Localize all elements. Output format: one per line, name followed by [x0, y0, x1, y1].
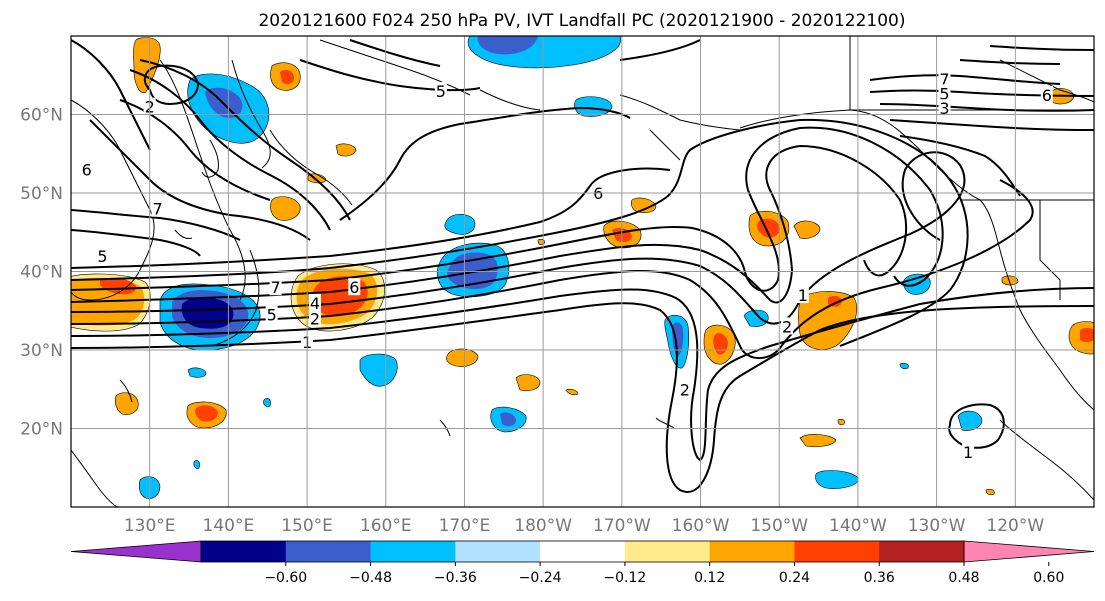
- contour-label: 6: [82, 160, 92, 179]
- contour-label-bg: [265, 305, 278, 323]
- colorbar-tick-label: −0.48: [349, 570, 392, 586]
- contour-label-bg: [348, 278, 361, 296]
- lon-tick-label: 170°W: [593, 516, 651, 536]
- contour-label: 5: [97, 247, 107, 266]
- contour-label: 3: [939, 99, 949, 118]
- graticule: [71, 36, 1094, 507]
- colorbar-tick-label: 0.48: [948, 570, 979, 586]
- colorbar-tick-label: −0.12: [603, 570, 646, 586]
- lon-tick-label: 150°E: [281, 516, 333, 536]
- contour-label-bg: [1040, 85, 1053, 103]
- contour-label: 4: [310, 294, 320, 313]
- colorbar-segment: [624, 541, 711, 562]
- colorbar-tick-label: −0.60: [264, 570, 307, 586]
- contour-label: 1: [798, 286, 808, 305]
- contour-label: 2: [782, 317, 792, 336]
- contour-label: 5: [436, 82, 446, 101]
- colorbar-segment: [370, 541, 456, 562]
- contour-label: 7: [271, 278, 281, 297]
- pv-anomaly-fields: [71, 36, 1094, 499]
- colorbar-extend-high: [963, 540, 1095, 563]
- lat-tick-label: 50°N: [20, 184, 63, 204]
- latitude-axis: 60°N 50°N 40°N 30°N 20°N: [20, 106, 63, 440]
- colorbar-segment: [285, 541, 372, 562]
- lon-tick-label: 150°W: [750, 516, 808, 536]
- colorbar-segment: [455, 541, 541, 562]
- contour-label-bg: [938, 84, 951, 102]
- colorbar-tick-label: 0.12: [694, 570, 725, 586]
- lon-tick-label: 160°E: [360, 516, 412, 536]
- lat-tick-label: 40°N: [20, 263, 63, 283]
- colorbar-segment: [540, 541, 626, 562]
- lat-tick-label: 60°N: [20, 106, 63, 126]
- lon-tick-label: 140°W: [829, 516, 887, 536]
- colorbar-segment: [709, 541, 795, 562]
- contour-label: 2: [680, 380, 690, 399]
- contour-label-bg: [96, 246, 109, 264]
- contour-label-bg: [269, 278, 282, 296]
- contour-label-bg: [308, 309, 321, 327]
- lon-tick-label: 120°W: [986, 516, 1044, 536]
- lat-tick-label: 20°N: [20, 420, 63, 440]
- contour-label: 6: [349, 278, 359, 297]
- contour-label-bg: [80, 160, 93, 178]
- contour-label-bg: [434, 81, 447, 99]
- map-title: 2020121600 F024 250 hPa PV, IVT Landfall…: [258, 11, 905, 31]
- contour-label-bg: [678, 380, 691, 398]
- contour-label-bg: [796, 286, 809, 304]
- lon-tick-label: 130°W: [908, 516, 966, 536]
- contour-label-bg: [308, 293, 321, 311]
- colorbar-segment: [794, 541, 880, 562]
- colorbar-tick-label: 0.60: [1033, 570, 1064, 586]
- contour-label-bg: [938, 70, 951, 88]
- colorbar-segment: [879, 541, 965, 562]
- contour-label-bg: [781, 317, 794, 335]
- contour-label: 6: [1042, 86, 1052, 105]
- contour-label: 1: [963, 443, 973, 462]
- colorbar-tick-label: 0.36: [864, 570, 895, 586]
- colorbar-tick-label: 0.24: [779, 570, 810, 586]
- contour-label: 5: [267, 306, 277, 325]
- colorbar-tick-label: −0.36: [434, 570, 477, 586]
- lon-tick-label: 130°E: [124, 516, 176, 536]
- contour-label: 5: [939, 84, 949, 103]
- colorbar: −0.60 −0.48 −0.36 −0.24 −0.12 0.12 0.24 0.36 0.4…: [70, 540, 1095, 586]
- colorbar-tick-label: −0.24: [519, 570, 562, 586]
- contour-label: 7: [152, 200, 162, 219]
- lon-tick-label: 170°E: [439, 516, 491, 536]
- contour-label-bg: [938, 99, 951, 117]
- contour-label-bg: [151, 199, 164, 217]
- lon-tick-label: 180°W: [514, 516, 572, 536]
- contour-label: 2: [310, 310, 320, 329]
- lon-tick-label: 140°E: [203, 516, 255, 536]
- contour-label: 7: [939, 70, 949, 89]
- lon-tick-label: 160°W: [672, 516, 730, 536]
- colorbar-extend-low: [70, 540, 202, 563]
- colorbar-segment: [201, 541, 287, 562]
- contour-label-bg: [962, 443, 975, 461]
- longitude-axis: 130°E 140°E 150°E 160°E 170°E 180°W 170°W 160°W…: [124, 516, 1045, 536]
- lat-tick-label: 30°N: [20, 341, 63, 361]
